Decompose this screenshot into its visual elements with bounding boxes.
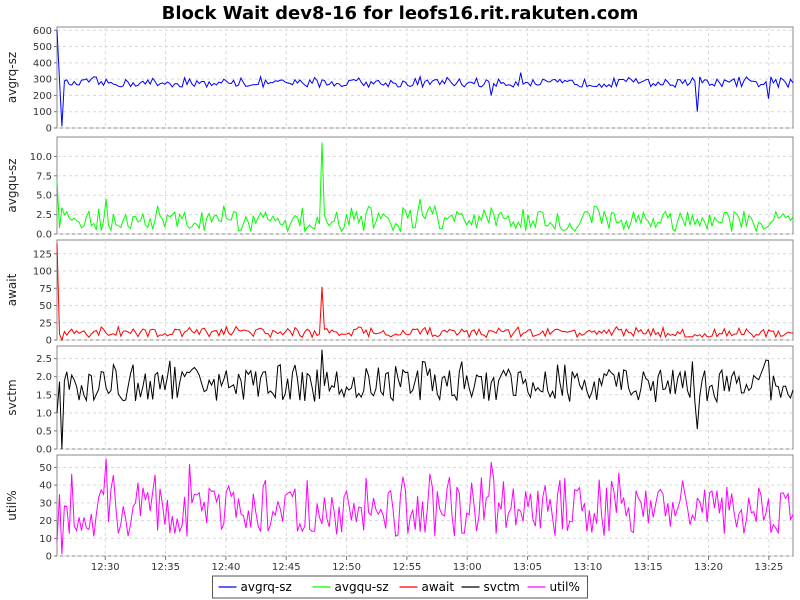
legend-label: util% bbox=[550, 580, 580, 594]
y-tick-label: 0 bbox=[46, 336, 52, 347]
y-tick-label: 0 bbox=[46, 124, 52, 135]
x-tick-label: 12:40 bbox=[212, 562, 241, 573]
legend-item: await bbox=[399, 580, 455, 594]
x-tick-label: 12:35 bbox=[151, 562, 180, 573]
y-tick-label: 20 bbox=[39, 516, 52, 527]
y-tick-label: 600 bbox=[33, 26, 52, 37]
x-tick-label: 12:30 bbox=[91, 562, 120, 573]
x-tick-label: 13:25 bbox=[754, 562, 783, 573]
x-tick-label: 12:45 bbox=[272, 562, 301, 573]
panel-await: 0 25 50 75 100 125 await bbox=[5, 239, 794, 347]
y-tick-label: 1.0 bbox=[36, 408, 52, 419]
panel-svctm: 0.0 0.5 1.0 1.5 2.0 2.5 svctm bbox=[5, 345, 794, 456]
x-tick-label: 12:50 bbox=[332, 562, 361, 573]
plot-area bbox=[56, 454, 794, 557]
x-tick-label: 13:00 bbox=[453, 562, 482, 573]
panel-utilpct: 0 10 20 30 40 50 util% bbox=[5, 454, 794, 563]
y-tick-label: 2.0 bbox=[36, 372, 52, 383]
y-tick-label: 50 bbox=[39, 463, 52, 474]
y-tick-label: 1.5 bbox=[36, 390, 52, 401]
x-tick-label: 13:10 bbox=[573, 562, 602, 573]
y-tick-label: 0.0 bbox=[36, 445, 52, 456]
y-tick-label: 2.5 bbox=[36, 354, 52, 365]
legend: avgrq-sz avgqu-sz await svctm util% bbox=[212, 575, 588, 599]
y-tick-label: 500 bbox=[33, 42, 52, 53]
panel-avgrq-sz: 0 100 200 300 400 500 600 avgrq-sz bbox=[5, 26, 794, 135]
chart-title: Block Wait dev8-16 for leofs16.rit.rakut… bbox=[162, 3, 639, 24]
series-line-avgrq-sz bbox=[56, 30, 794, 127]
x-tick-label: 12:55 bbox=[392, 562, 421, 573]
series-line-utilpct bbox=[56, 458, 794, 555]
legend-item: util% bbox=[527, 580, 580, 594]
legend-label: avgrq-sz bbox=[241, 580, 292, 594]
x-tick-label: 13:15 bbox=[634, 562, 663, 573]
y-tick-label: 10 bbox=[39, 534, 52, 545]
y-tick-label: 125 bbox=[33, 249, 52, 260]
y-tick-label: 100 bbox=[33, 107, 52, 118]
x-tick-label: 13:20 bbox=[694, 562, 723, 573]
y-tick-label: 0 bbox=[46, 552, 52, 563]
y-tick-label: 75 bbox=[39, 284, 52, 295]
y-tick-label: 25 bbox=[39, 318, 52, 329]
y-tick-label: 100 bbox=[33, 267, 52, 278]
y-tick-label: 10.0 bbox=[30, 152, 52, 163]
y-tick-label: 200 bbox=[33, 91, 52, 102]
legend-item: avgqu-sz bbox=[312, 580, 389, 594]
series-line-await bbox=[56, 243, 794, 342]
plot-area bbox=[56, 26, 794, 129]
legend-item: avgrq-sz bbox=[218, 580, 292, 594]
x-tick-label: 13:05 bbox=[513, 562, 542, 573]
y-axis-label: svctm bbox=[5, 379, 19, 415]
x-axis: 12:30 12:35 12:40 12:45 12:50 12:55 13:00 13:05… bbox=[91, 556, 783, 573]
y-axis-label: avgqu-sz bbox=[5, 158, 19, 212]
y-axis-label: avgrq-sz bbox=[5, 52, 19, 103]
legend-label: await bbox=[422, 580, 455, 594]
legend-label: avgqu-sz bbox=[335, 580, 389, 594]
y-tick-label: 0.0 bbox=[36, 230, 52, 241]
chart-panels: 0100200300400500600avgrq-sz0.02.55.07.51… bbox=[5, 26, 794, 563]
y-tick-label: 30 bbox=[39, 498, 52, 509]
y-axis-label: await bbox=[5, 273, 19, 306]
y-axis-label: util% bbox=[5, 490, 19, 520]
y-tick-label: 50 bbox=[39, 301, 52, 312]
y-tick-label: 0.5 bbox=[36, 426, 52, 437]
legend-item: svctm bbox=[461, 580, 520, 594]
plot-area bbox=[56, 345, 794, 450]
y-tick-label: 400 bbox=[33, 58, 52, 69]
y-tick-label: 5.0 bbox=[36, 191, 52, 202]
y-tick-label: 7.5 bbox=[36, 171, 52, 182]
y-tick-label: 40 bbox=[39, 481, 52, 492]
y-tick-label: 2.5 bbox=[36, 210, 52, 221]
plot-area bbox=[56, 239, 794, 341]
series-line-avgqu-sz bbox=[56, 142, 794, 233]
y-tick-label: 300 bbox=[33, 75, 52, 86]
panel-avgqu-sz: 0.0 2.5 5.0 7.5 10.0 avgqu-sz bbox=[5, 136, 794, 241]
series-line-svctm bbox=[56, 349, 794, 450]
legend-label: svctm bbox=[484, 580, 520, 594]
